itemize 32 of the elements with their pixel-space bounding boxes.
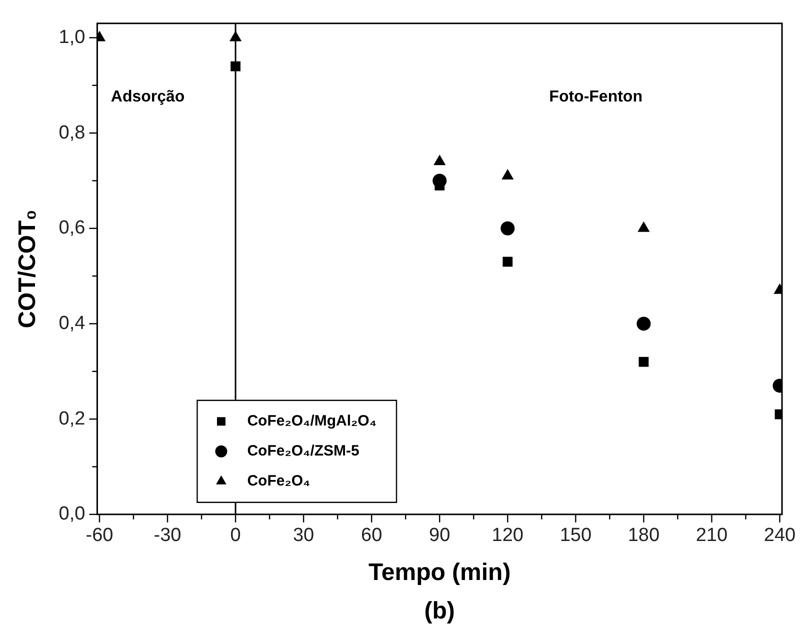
y-tick-label: 0,2: [58, 408, 86, 430]
text: (b): [424, 598, 455, 625]
annotation: Foto-Fenton: [549, 88, 642, 106]
annotation: Adsorção: [110, 88, 185, 106]
x-tick-label: 150: [560, 525, 592, 546]
legend-label: CoFe₂O₄: [247, 472, 310, 490]
point: [636, 316, 651, 331]
legend-label: CoFe₂O₄/MgAl₂O₄: [247, 412, 377, 430]
point: [638, 221, 650, 232]
y-tick-label: 1,0: [58, 26, 86, 48]
point: [502, 168, 514, 180]
x-tick-label: 210: [696, 525, 728, 546]
x-tick-label: 240: [764, 525, 796, 546]
point: [434, 154, 446, 166]
point: [638, 356, 649, 367]
x-tick-label: 60: [361, 525, 382, 546]
legend-label: CoFe₂O₄/ZSM-5: [247, 442, 360, 460]
x-tick-label: 120: [492, 525, 524, 546]
x-tick-label: -30: [154, 525, 182, 546]
x-tick-label: -60: [86, 525, 114, 546]
point: [502, 256, 513, 267]
x-axis-title: Tempo (min): [368, 559, 511, 586]
x-tick-label: 0: [230, 525, 241, 546]
x-tick-label: 90: [429, 525, 450, 546]
y-tick-label: 0,6: [58, 218, 86, 239]
x-tick-label: 30: [292, 525, 314, 546]
x-tick-label: 180: [628, 525, 660, 546]
y-tick-label: 0,0: [58, 504, 86, 525]
point: [500, 221, 515, 236]
y-axis-title: COT/COT₀: [14, 209, 42, 328]
y-tick-label: 0,4: [58, 312, 86, 334]
y-tick-label: 0,8: [58, 122, 86, 144]
